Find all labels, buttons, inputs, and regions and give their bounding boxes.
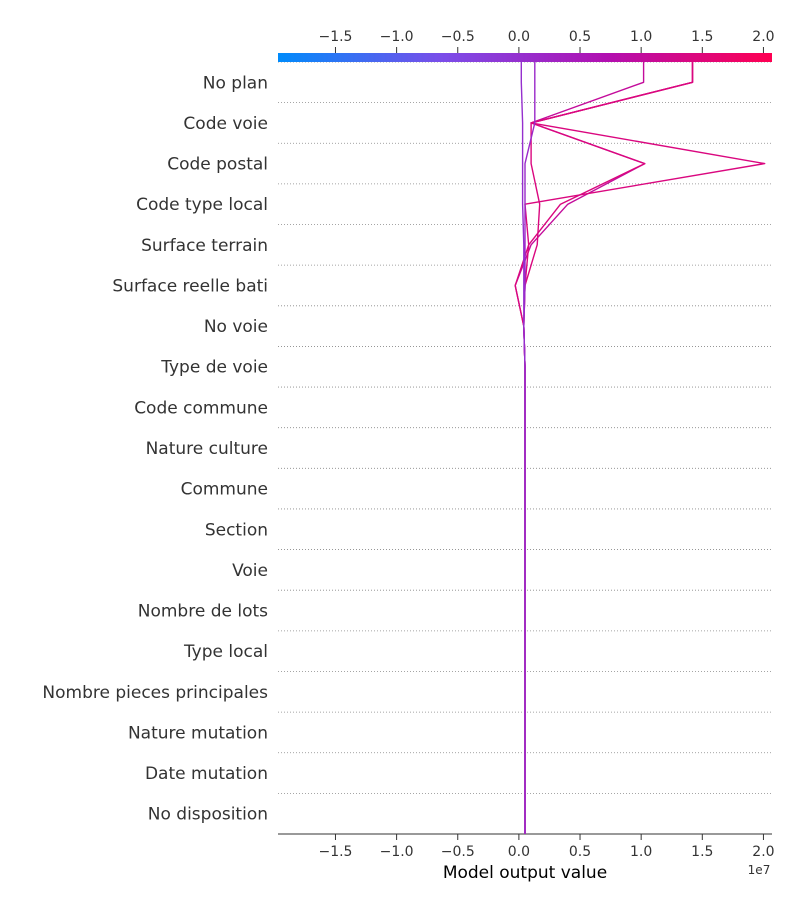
feature-label: Voie [232, 561, 268, 581]
feature-label: Type local [183, 642, 268, 662]
bottom-tick-label: −1.0 [380, 844, 414, 860]
feature-label: Code type local [136, 195, 268, 215]
top-tick-label: 0.0 [508, 29, 530, 45]
bottom-tick-label: −0.5 [441, 844, 475, 860]
decision-line-series [523, 62, 766, 834]
top-tick-label: −1.5 [318, 29, 352, 45]
decision-line-series [523, 62, 694, 834]
feature-label: Code voie [183, 114, 268, 134]
bottom-tick-label: 0.0 [508, 844, 530, 860]
feature-label: Nature culture [146, 439, 268, 459]
decision-line-series [520, 62, 526, 834]
top-tick-label: 1.0 [630, 29, 652, 45]
feature-label: Commune [181, 480, 268, 500]
bottom-tick-label: −1.5 [318, 844, 352, 860]
top-tick-label: 2.0 [752, 29, 774, 45]
decision-line-series [514, 62, 694, 834]
feature-label: Section [205, 520, 268, 540]
feature-label: Nombre de lots [138, 602, 268, 622]
feature-label: Type de voie [160, 358, 268, 378]
bottom-tick-label: 1.0 [630, 844, 652, 860]
feature-label: Nombre pieces principales [42, 683, 268, 703]
top-tick-label: −1.0 [380, 29, 414, 45]
feature-label: No disposition [148, 805, 268, 825]
top-tick-label: −0.5 [441, 29, 475, 45]
feature-label: No voie [204, 317, 268, 337]
bottom-tick-label: 1.5 [691, 844, 713, 860]
feature-label: Surface reelle bati [112, 276, 268, 296]
x-axis-exponent-label: 1e7 [748, 863, 771, 877]
x-axis-label: Model output value [443, 863, 607, 883]
feature-label: Date mutation [145, 764, 268, 784]
feature-label: No plan [203, 73, 268, 93]
bottom-tick-label: 0.5 [569, 844, 591, 860]
bottom-tick-label: 2.0 [752, 844, 774, 860]
top-tick-label: 0.5 [569, 29, 591, 45]
feature-label: Surface terrain [141, 236, 268, 256]
feature-label: Nature mutation [128, 723, 268, 743]
feature-label: Code postal [167, 155, 268, 175]
top-tick-label: 1.5 [691, 29, 713, 45]
feature-label: Code commune [134, 398, 268, 418]
colorbar [278, 53, 772, 62]
